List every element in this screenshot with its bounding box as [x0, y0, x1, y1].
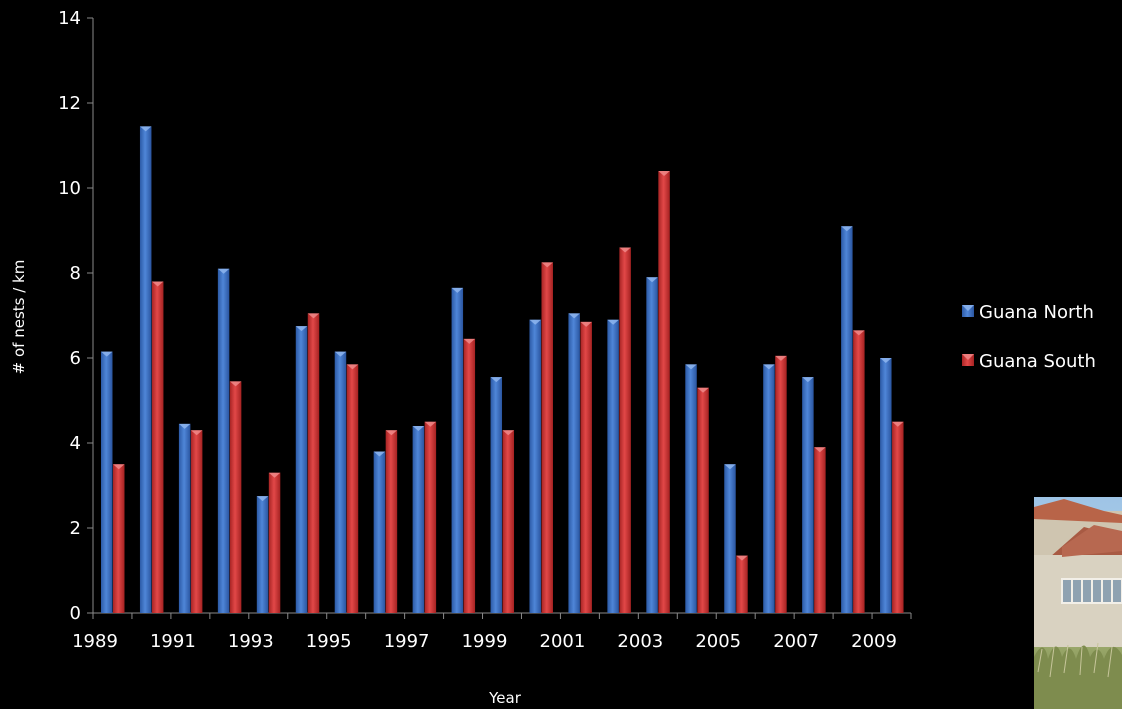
bar-guana-north: [217, 268, 230, 613]
bar-guana-south: [113, 464, 125, 613]
y-tick-label: 8: [70, 263, 81, 284]
bar-guana-north: [763, 364, 775, 613]
bar-guana-south: [229, 381, 242, 613]
x-axis-title: Year: [488, 689, 522, 707]
y-axis-title: # of nests / km: [10, 260, 28, 375]
x-tick-label: 1999: [462, 631, 508, 652]
chart-bars: [101, 126, 904, 613]
y-tick-label: 2: [70, 518, 81, 539]
x-tick-label: 2007: [773, 631, 819, 652]
bar-guana-north: [139, 126, 152, 613]
bar-guana-north: [373, 451, 386, 613]
bar-guana-north: [646, 277, 658, 613]
legend-label: Guana North: [979, 302, 1094, 323]
y-tick-label: 12: [58, 93, 81, 114]
chart-legend: Guana North Guana South: [962, 302, 1096, 372]
bar-guana-north: [880, 358, 892, 613]
x-tick-label: 1991: [150, 631, 196, 652]
legend-item-guana-south: Guana South: [962, 351, 1096, 372]
bar-guana-south: [268, 472, 281, 613]
x-tick-label: 1995: [306, 631, 352, 652]
x-tick-label: 2001: [540, 631, 586, 652]
x-tick-label: 1997: [384, 631, 430, 652]
bar-guana-south: [502, 430, 515, 613]
bar-guana-north: [568, 313, 580, 613]
y-tick-label: 6: [70, 348, 81, 369]
bar-guana-south: [541, 262, 553, 613]
bar-guana-north: [334, 351, 347, 613]
bar-guana-north: [490, 377, 503, 613]
x-tick-label: 2009: [851, 631, 897, 652]
bar-guana-north: [451, 287, 464, 613]
bar-guana-north: [802, 377, 814, 613]
bar-guana-south: [619, 247, 631, 613]
x-tick-label: 1993: [228, 631, 274, 652]
y-tick-label: 10: [58, 178, 81, 199]
bar-guana-south: [346, 364, 359, 613]
legend-item-guana-north: Guana North: [962, 302, 1094, 323]
y-tick-label: 0: [70, 603, 81, 624]
bar-guana-north: [607, 319, 619, 613]
bar-guana-south: [307, 313, 320, 613]
bar-guana-south: [697, 387, 709, 613]
bar-guana-south: [385, 430, 398, 613]
bar-guana-south: [580, 321, 592, 613]
bar-guana-south: [892, 421, 904, 613]
bar-guana-south: [775, 355, 787, 613]
bar-guana-north: [178, 423, 191, 613]
bar-guana-north: [841, 226, 853, 613]
y-tick-label: 4: [70, 433, 81, 454]
bar-guana-south: [151, 281, 164, 613]
bar-guana-north: [412, 426, 425, 613]
bar-guana-south: [424, 421, 437, 613]
x-tick-label: 2003: [617, 631, 663, 652]
bar-guana-south: [814, 447, 826, 613]
bar-guana-south: [190, 430, 203, 613]
bar-guana-south: [658, 171, 670, 613]
y-tick-label: 14: [58, 8, 81, 29]
bar-guana-north: [685, 364, 697, 613]
bar-guana-south: [736, 555, 748, 613]
legend-label: Guana South: [979, 351, 1096, 372]
bar-guana-south: [463, 338, 476, 613]
x-tick-label: 1989: [72, 631, 118, 652]
bar-guana-south: [853, 330, 865, 613]
chart-ticks: 0 2 4 6 8 10 12 14 1989 1991 1993 1995 1997 1999 2001 2…: [58, 8, 912, 652]
beach-house-photo: [1034, 497, 1122, 709]
bar-guana-north: [295, 326, 308, 613]
bar-guana-north: [256, 496, 269, 613]
bar-guana-north: [529, 319, 541, 613]
bar-guana-north: [101, 351, 113, 613]
x-tick-label: 2005: [695, 631, 741, 652]
bar-guana-north: [724, 464, 736, 613]
